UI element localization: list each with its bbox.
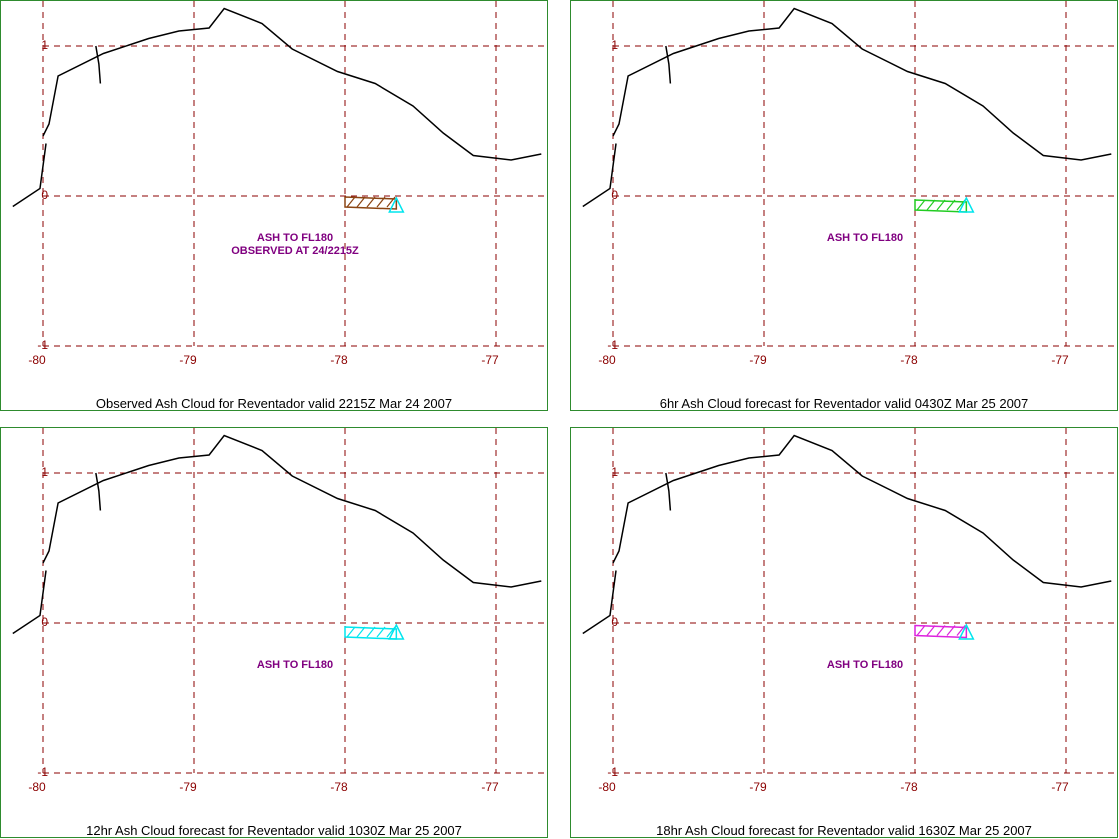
x-tick-label: -77 [481, 780, 499, 794]
ash-label: ASH TO FL180 [185, 659, 405, 672]
y-tick-label: -1 [37, 338, 48, 352]
ash-cloud-hatch [926, 199, 936, 211]
ash-cloud-hatch [936, 199, 946, 211]
ash-label: ASH TO FL180 [755, 659, 975, 672]
coastline [42, 434, 542, 588]
y-tick-label: 0 [41, 615, 48, 629]
ash-label-line: ASH TO FL180 [256, 232, 334, 244]
x-tick-label: -79 [179, 780, 197, 794]
x-tick-label: -79 [179, 353, 197, 367]
volcano-triangle-icon [958, 623, 975, 640]
map-canvas [582, 428, 1117, 774]
panel-caption: 12hr Ash Cloud forecast for Reventador v… [86, 823, 462, 838]
volcano-triangle-icon [958, 196, 975, 213]
map-canvas [12, 1, 547, 347]
ash-cloud-hatch [346, 196, 356, 208]
ash-cloud-hatch [376, 196, 386, 208]
ash-cloud-hatch [356, 196, 366, 208]
map-panel-3: 1 0 -1 -80 -79 -78 -77 ASH TO FL180 12hr Ash Clo… [0, 427, 548, 838]
coastline-inlet [95, 45, 102, 84]
x-tick-label: -80 [598, 353, 616, 367]
y-tick-label: 0 [611, 615, 618, 629]
ash-cloud-hatch [946, 625, 956, 636]
x-tick-label: -79 [749, 353, 767, 367]
ash-label: ASH TO FL180 [755, 232, 975, 245]
coastline-south [12, 570, 47, 635]
ash-cloud-hatch [956, 625, 966, 636]
map-canvas [582, 1, 1117, 347]
volcano-triangle-icon [388, 196, 405, 213]
map-panel-2: 1 0 -1 -80 -79 -78 -77 ASH TO FL180 6hr Ash Clou… [570, 0, 1118, 411]
ash-cloud-hatch [926, 625, 936, 636]
map-panel-4: 1 0 -1 -80 -79 -78 -77 ASH TO FL180 18hr Ash Clo… [570, 427, 1118, 838]
ash-cloud-hatch [366, 626, 376, 638]
ash-cloud-hatch [956, 199, 966, 211]
coastline [612, 7, 1112, 161]
ash-label-line: ASH TO FL180 [256, 659, 334, 671]
coastline-inlet [665, 472, 672, 511]
x-tick-label: -77 [481, 353, 499, 367]
ash-cloud-outline [914, 624, 968, 639]
ash-cloud-hatch [946, 199, 956, 211]
volcano-triangle-icon [388, 623, 405, 640]
x-tick-label: -79 [749, 780, 767, 794]
panel-caption: 18hr Ash Cloud forecast for Reventador v… [656, 823, 1032, 838]
ash-label-line: ASH TO FL180 [826, 232, 904, 244]
ash-cloud-hatch [916, 625, 926, 636]
map-panel-1: 1 0 -1 -80 -79 -78 -77 ASH TO FL180 OBSERVED AT … [0, 0, 548, 411]
x-tick-label: -77 [1051, 780, 1069, 794]
ash-cloud-hatch [936, 625, 946, 636]
ash-cloud-hatch [356, 626, 366, 638]
ash-cloud-hatch [916, 199, 926, 211]
x-tick-label: -80 [28, 353, 46, 367]
ash-cloud-outline [344, 196, 398, 210]
y-tick-label: -1 [607, 338, 618, 352]
ash-cloud-hatch [346, 626, 356, 638]
y-tick-label: 1 [41, 465, 48, 479]
coastline [612, 434, 1112, 588]
x-tick-label: -78 [330, 780, 348, 794]
y-tick-label: 1 [611, 465, 618, 479]
coastline-south [582, 570, 617, 635]
x-tick-label: -77 [1051, 353, 1069, 367]
coastline [42, 7, 542, 161]
y-tick-label: 0 [41, 188, 48, 202]
x-tick-label: -80 [28, 780, 46, 794]
ash-cloud-hatch [386, 196, 396, 208]
ash-cloud-hatch [366, 196, 376, 208]
panel-caption: Observed Ash Cloud for Reventador valid … [95, 396, 453, 411]
ash-cloud-hatch [386, 626, 396, 638]
coastline-south [582, 143, 617, 208]
x-tick-label: -78 [330, 353, 348, 367]
y-tick-label: 0 [611, 188, 618, 202]
y-tick-label: -1 [37, 765, 48, 779]
coastline-inlet [95, 472, 102, 511]
panel-caption: 6hr Ash Cloud forecast for Reventador va… [659, 396, 1029, 411]
ash-label: ASH TO FL180 OBSERVED AT 24/2215Z [185, 232, 405, 258]
y-tick-label: 1 [611, 38, 618, 52]
y-tick-label: -1 [607, 765, 618, 779]
ash-cloud-hatch [376, 626, 386, 638]
ash-label-line: ASH TO FL180 [826, 659, 904, 671]
x-tick-label: -80 [598, 780, 616, 794]
x-tick-label: -78 [900, 353, 918, 367]
coastline-south [12, 143, 47, 208]
map-canvas [12, 428, 547, 774]
x-tick-label: -78 [900, 780, 918, 794]
y-tick-label: 1 [41, 38, 48, 52]
ash-label-line: OBSERVED AT 24/2215Z [231, 245, 359, 257]
coastline-inlet [665, 45, 672, 84]
